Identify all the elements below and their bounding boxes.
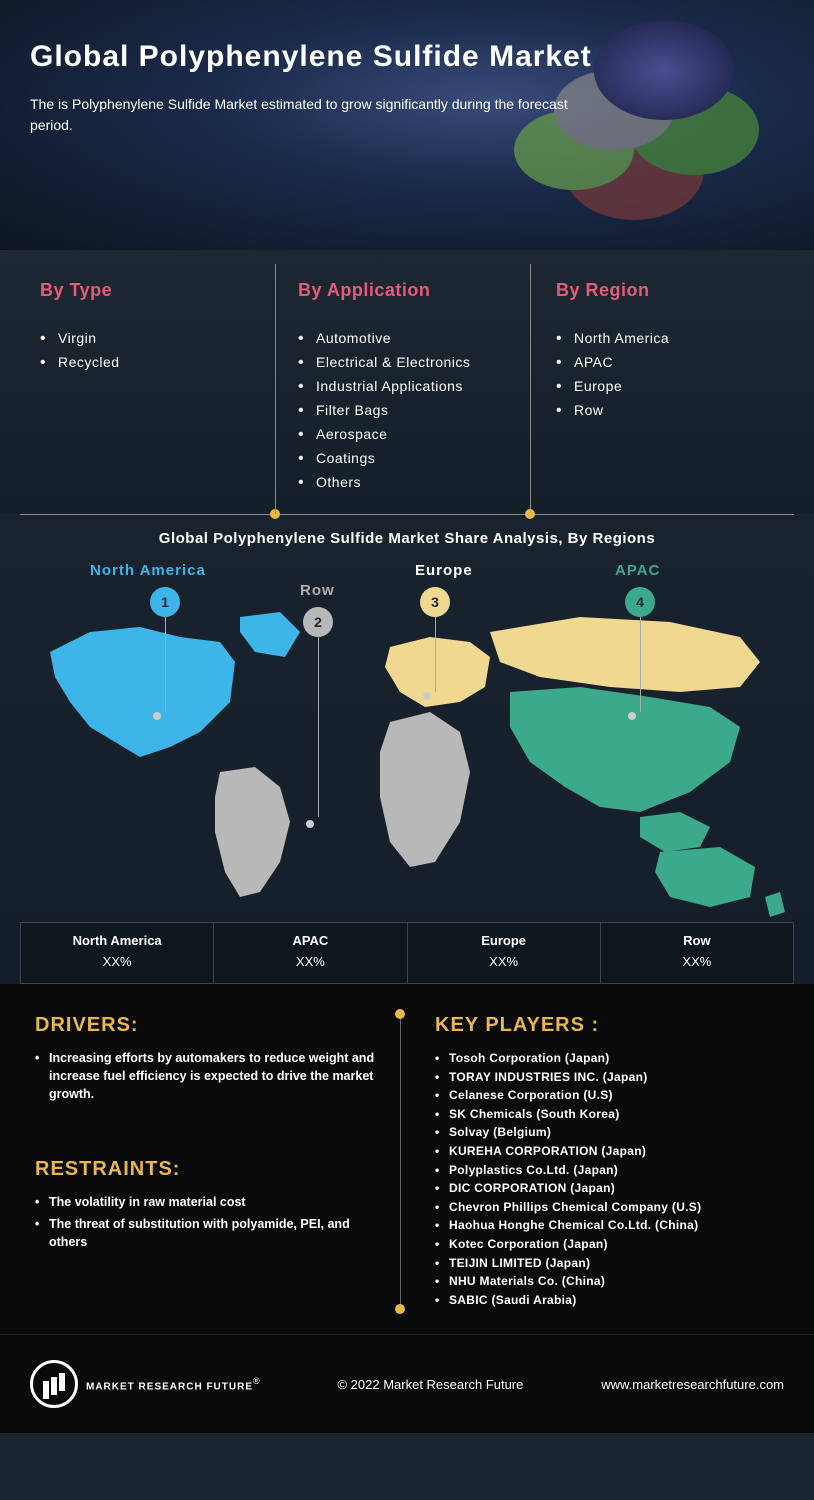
list-item: NHU Materials Co. (China) xyxy=(435,1272,779,1291)
share-region-name: Europe xyxy=(413,933,595,948)
list-item: Aerospace xyxy=(298,422,516,446)
vertical-divider xyxy=(400,1014,401,1309)
analysis-section: DRIVERS: Increasing efforts by automaker… xyxy=(0,984,814,1334)
list-item: Europe xyxy=(556,374,774,398)
map-pin: 4 xyxy=(625,587,655,617)
footer: MARKET RESEARCH FUTURE® © 2022 Market Re… xyxy=(0,1334,814,1433)
list-item: The volatility in raw material cost xyxy=(35,1193,385,1211)
map-pin-dot xyxy=(153,712,161,720)
list-item: Others xyxy=(298,470,516,494)
restraints-title: RESTRAINTS: xyxy=(35,1158,385,1181)
segment-list: VirginRecycled xyxy=(40,326,258,374)
share-value: XX% xyxy=(413,954,595,969)
list-item: Celanese Corporation (U.S) xyxy=(435,1086,779,1105)
list-item: Haohua Honghe Chemical Co.Ltd. (China) xyxy=(435,1216,779,1235)
list-item: Kotec Corporation (Japan) xyxy=(435,1235,779,1254)
share-cell: Row XX% xyxy=(601,923,793,983)
list-item: Solvay (Belgium) xyxy=(435,1123,779,1142)
map-pin-dot xyxy=(423,692,431,700)
share-cell: Europe XX% xyxy=(408,923,601,983)
share-region-name: Row xyxy=(606,933,788,948)
segment-application: By Application AutomotiveElectrical & El… xyxy=(298,280,516,494)
list-item: Row xyxy=(556,398,774,422)
page-subtitle: The is Polyphenylene Sulfide Market esti… xyxy=(30,94,590,136)
segment-list: AutomotiveElectrical & ElectronicsIndust… xyxy=(298,326,516,494)
list-item: KUREHA CORPORATION (Japan) xyxy=(435,1142,779,1161)
list-item: Coatings xyxy=(298,446,516,470)
map-section: Global Polyphenylene Sulfide Market Shar… xyxy=(0,515,814,984)
brand-logo: MARKET RESEARCH FUTURE® xyxy=(30,1360,260,1408)
list-item: DIC CORPORATION (Japan) xyxy=(435,1179,779,1198)
map-pin-dot xyxy=(306,820,314,828)
registered-icon: ® xyxy=(253,1376,260,1386)
list-item: Industrial Applications xyxy=(298,374,516,398)
region-label: North America xyxy=(90,562,206,579)
list-item: Filter Bags xyxy=(298,398,516,422)
map-pin: 2 xyxy=(303,607,333,637)
copyright-text: © 2022 Market Research Future xyxy=(337,1377,523,1392)
list-item: APAC xyxy=(556,350,774,374)
brand-name: MARKET RESEARCH FUTURE xyxy=(86,1381,253,1392)
list-item: North America xyxy=(556,326,774,350)
list-item: SK Chemicals (South Korea) xyxy=(435,1105,779,1124)
share-table: North America XX% APAC XX% Europe XX% Row XX% xyxy=(20,922,794,984)
right-column: KEY PLAYERS : Tosoh Corporation (Japan)T… xyxy=(405,1014,779,1309)
list-item: Electrical & Electronics xyxy=(298,350,516,374)
list-item: Automotive xyxy=(298,326,516,350)
segment-region: By Region North AmericaAPACEuropeRow xyxy=(556,280,774,494)
segment-title: By Region xyxy=(556,280,774,301)
map-pin-dot xyxy=(628,712,636,720)
segment-title: By Application xyxy=(298,280,516,301)
list-item: Recycled xyxy=(40,350,258,374)
restraints-list: The volatility in raw material cost The t… xyxy=(35,1193,385,1250)
map-pin: 3 xyxy=(420,587,450,617)
list-item: Increasing efforts by automakers to redu… xyxy=(35,1049,385,1103)
world-map: North America 1 Row 2 Europe 3 APAC 4 xyxy=(20,562,794,922)
list-item: Polyplastics Co.Ltd. (Japan) xyxy=(435,1161,779,1180)
list-item: TEIJIN LIMITED (Japan) xyxy=(435,1254,779,1273)
list-item: Chevron Phillips Chemical Company (U.S) xyxy=(435,1198,779,1217)
header-banner: Global Polyphenylene Sulfide Market The … xyxy=(0,0,814,250)
map-title: Global Polyphenylene Sulfide Market Shar… xyxy=(20,530,794,547)
footer-url: www.marketresearchfuture.com xyxy=(601,1377,784,1392)
share-value: XX% xyxy=(26,954,208,969)
keyplayers-title: KEY PLAYERS : xyxy=(435,1014,779,1037)
logo-icon xyxy=(30,1360,78,1408)
share-region-name: North America xyxy=(26,933,208,948)
share-cell: North America XX% xyxy=(21,923,214,983)
region-label: Europe xyxy=(415,562,473,579)
map-svg xyxy=(20,562,794,922)
keyplayers-list: Tosoh Corporation (Japan)TORAY INDUSTRIE… xyxy=(435,1049,779,1309)
segment-list: North AmericaAPACEuropeRow xyxy=(556,326,774,422)
left-column: DRIVERS: Increasing efforts by automaker… xyxy=(35,1014,385,1309)
list-item: SABIC (Saudi Arabia) xyxy=(435,1291,779,1310)
list-item: TORAY INDUSTRIES INC. (Japan) xyxy=(435,1068,779,1087)
drivers-list: Increasing efforts by automakers to redu… xyxy=(35,1049,385,1103)
list-item: Tosoh Corporation (Japan) xyxy=(435,1049,779,1068)
segment-title: By Type xyxy=(40,280,258,301)
region-label: Row xyxy=(300,582,335,599)
segment-type: By Type VirginRecycled xyxy=(40,280,258,494)
region-label: APAC xyxy=(615,562,660,579)
map-pin: 1 xyxy=(150,587,180,617)
share-cell: APAC XX% xyxy=(214,923,407,983)
section-divider xyxy=(20,514,794,515)
drivers-title: DRIVERS: xyxy=(35,1014,385,1037)
share-region-name: APAC xyxy=(219,933,401,948)
list-item: The threat of substitution with polyamid… xyxy=(35,1215,385,1251)
share-value: XX% xyxy=(219,954,401,969)
share-value: XX% xyxy=(606,954,788,969)
list-item: Virgin xyxy=(40,326,258,350)
segmentation-section: By Type VirginRecycled By Application Au… xyxy=(0,250,814,514)
page-title: Global Polyphenylene Sulfide Market xyxy=(30,40,784,74)
